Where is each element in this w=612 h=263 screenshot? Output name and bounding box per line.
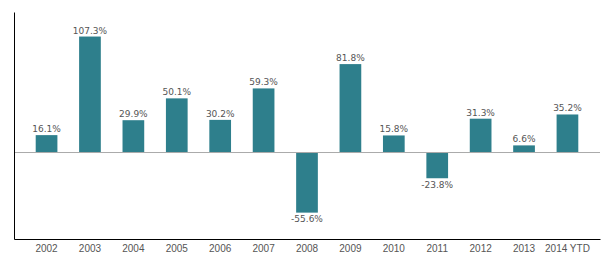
x-tick-label: 2005 xyxy=(166,243,189,254)
x-tick-label: 2009 xyxy=(339,243,362,254)
x-tick-label: 2007 xyxy=(252,243,275,254)
x-axis-line xyxy=(15,239,601,240)
x-tick-label: 2012 xyxy=(470,243,493,254)
x-tick: 2005 xyxy=(166,239,189,254)
data-label: 59.3% xyxy=(249,77,278,87)
y-axis-line xyxy=(14,13,15,240)
x-tick: 2006 xyxy=(209,239,232,254)
x-tick: 2007 xyxy=(252,239,275,254)
x-tick: 2009 xyxy=(339,239,362,254)
data-label: 30.2% xyxy=(206,109,235,119)
bar xyxy=(557,114,579,152)
data-label: 6.6% xyxy=(513,134,536,144)
data-label: 16.1% xyxy=(32,124,61,134)
bar xyxy=(36,135,58,152)
x-tick-label: 2013 xyxy=(513,243,536,254)
x-tick-label: 2006 xyxy=(209,243,232,254)
y-axis xyxy=(14,13,15,240)
data-label: -55.6% xyxy=(291,214,323,224)
zero-line xyxy=(14,152,600,153)
bar xyxy=(383,135,405,152)
x-tick-label: 2002 xyxy=(35,243,58,254)
bar xyxy=(79,37,101,153)
data-label: 50.1% xyxy=(162,87,191,97)
data-label: 15.8% xyxy=(380,124,409,134)
plot: 2002 2003 2004 2005 2006 2007 2008 2009 2010 2011… xyxy=(14,13,601,255)
x-tick-label: 2011 xyxy=(426,243,448,254)
x-tick-label: 2004 xyxy=(122,243,145,254)
x-tick: 2003 xyxy=(79,239,102,254)
bar xyxy=(123,120,145,152)
bars xyxy=(36,37,579,213)
x-tick: 2010 xyxy=(383,239,406,254)
x-tick: 2013 xyxy=(513,239,536,254)
x-tick: 2002 xyxy=(35,239,58,254)
data-label: 35.2% xyxy=(553,103,582,113)
data-label: 31.3% xyxy=(466,108,495,118)
x-axis: 2002 2003 2004 2005 2006 2007 2008 2009 2010 2011… xyxy=(15,239,601,254)
x-tick-label: 2014 YTD xyxy=(545,243,590,254)
data-label: 107.3% xyxy=(73,26,108,36)
data-label: 29.9% xyxy=(119,109,148,119)
bar xyxy=(253,88,275,152)
bar xyxy=(513,145,535,152)
bar xyxy=(209,120,231,153)
x-tick: 2004 xyxy=(122,239,145,254)
x-tick-label: 2010 xyxy=(383,243,406,254)
x-tick-label: 2008 xyxy=(296,243,319,254)
data-label: 81.8% xyxy=(336,53,365,63)
x-tick: 2008 xyxy=(296,239,319,254)
bar xyxy=(296,153,318,213)
x-tick: 2012 xyxy=(470,239,493,254)
bar xyxy=(340,64,362,152)
x-tick: 2011 xyxy=(426,239,448,254)
bar xyxy=(166,98,188,152)
data-label: -23.8% xyxy=(421,180,453,190)
bar xyxy=(470,119,492,153)
x-tick-label: 2003 xyxy=(79,243,102,254)
data-labels: 16.1% 107.3% 29.9% 50.1% 30.2% 59.3% -55.6% 81.… xyxy=(32,26,582,224)
x-tick: 2014 YTD xyxy=(545,239,590,254)
bar xyxy=(426,153,448,179)
chart: 2002 2003 2004 2005 2006 2007 2008 2009 2010 2011… xyxy=(0,0,612,263)
